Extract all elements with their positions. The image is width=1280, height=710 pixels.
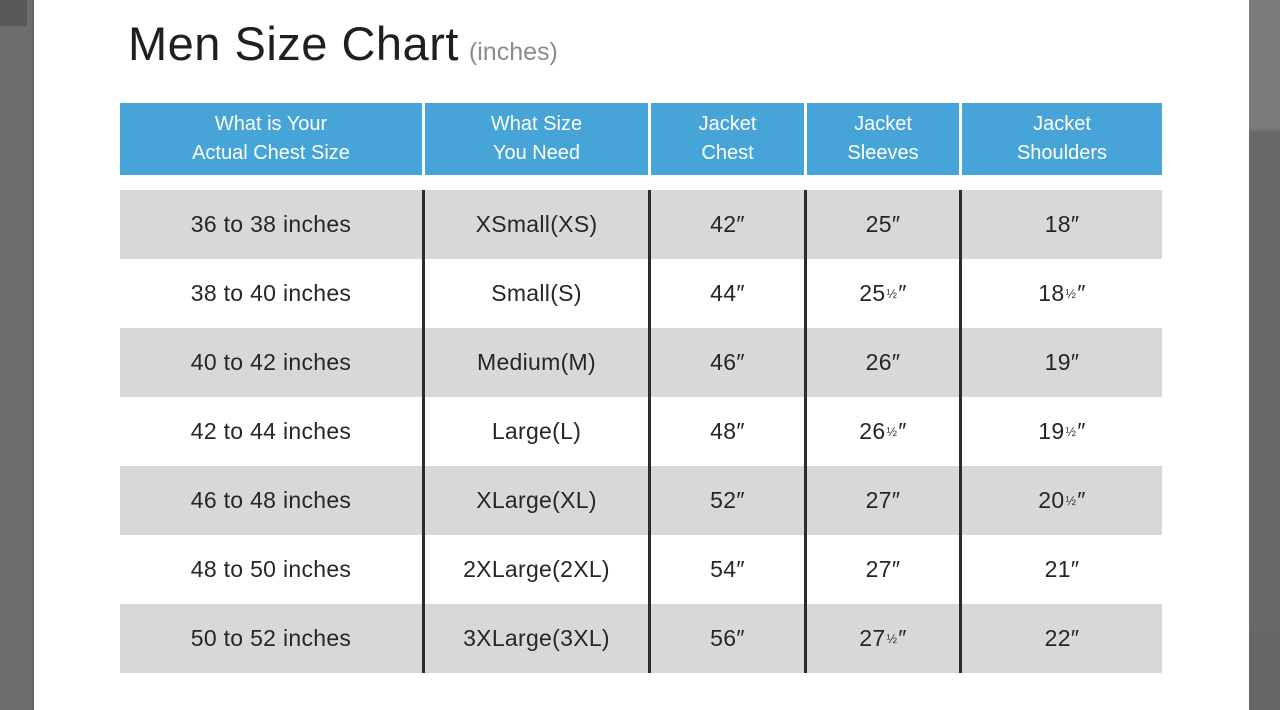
table-cell: 38 to 40 inches — [120, 259, 425, 328]
table-cell: 46 to 48 inches — [120, 466, 425, 535]
table-cell: Small(S) — [425, 259, 651, 328]
header-cell-line: Jacket — [1033, 113, 1091, 135]
table-row: 40 to 42 inches Medium(M) 46″ 26″ 19″ — [120, 328, 1162, 397]
table-cell: 21″ — [1044, 556, 1080, 582]
table-cell: 19 ½ ″ — [1038, 418, 1086, 444]
header-cell-line: What Size — [490, 113, 583, 135]
left-edge-strip — [0, 0, 34, 710]
table-row: 38 to 40 inches Small(S) 44″ 25 ½ ″ 18 ½ ″ — [120, 259, 1162, 328]
table-cell: 46″ — [651, 328, 807, 397]
page-title-unit-suffix: (inches) — [468, 38, 558, 66]
table-cell: 27″ — [807, 535, 962, 604]
table-cell: 42 to 44 inches — [120, 397, 425, 466]
half-fraction: ½ — [886, 286, 898, 301]
table-cell: 26 ½ ″ — [807, 397, 962, 466]
header-cell-5: Jacket Shoulders — [962, 103, 1162, 175]
table-cell: 40 to 42 inches — [120, 328, 425, 397]
table-cell: 19″ — [1044, 349, 1080, 375]
table-cell: 2XLarge(2XL) — [425, 535, 651, 604]
header-cell-line: Jacket — [854, 113, 912, 135]
table-cell: 48″ — [651, 397, 807, 466]
table-cell: XSmall(XS) — [425, 190, 651, 259]
header-cell-4: Jacket Sleeves — [807, 103, 962, 175]
table-cell: 25″ — [807, 190, 962, 259]
table-cell: 18 ½ ″ — [1038, 280, 1086, 306]
half-fraction: ½ — [1065, 493, 1077, 508]
header-cell-line: You Need — [492, 142, 581, 164]
half-fraction: ½ — [1065, 424, 1077, 439]
header-cell-line: Sleeves — [847, 142, 919, 164]
half-fraction: ½ — [886, 631, 898, 646]
header-cell-3: Jacket Chest — [651, 103, 807, 175]
men-size-chart-table: What is Your Actual Chest Size What Size Yo… — [120, 103, 1162, 673]
table-cell: Large(L) — [425, 397, 651, 466]
half-fraction: ½ — [886, 424, 898, 439]
table-cell: 42″ — [651, 190, 807, 259]
table-cell: 48 to 50 inches — [120, 535, 425, 604]
title-row: Men Size Chart (inches) — [128, 16, 558, 71]
header-cell-line: Actual Chest Size — [192, 142, 350, 164]
table-body: 36 to 38 inches XSmall(XS) 42″ 25″ 18″ 38 to … — [120, 190, 1162, 673]
header-cell-1: What is Your Actual Chest Size — [120, 103, 425, 175]
table-cell: 52″ — [651, 466, 807, 535]
page-title: Men Size Chart — [128, 17, 459, 70]
table-row: 42 to 44 inches Large(L) 48″ 26 ½ ″ 19 ½ ″ — [120, 397, 1162, 466]
table-row: 36 to 38 inches XSmall(XS) 42″ 25″ 18″ — [120, 190, 1162, 259]
table-cell: 56″ — [651, 604, 807, 673]
table-cell: XLarge(XL) — [425, 466, 651, 535]
table-row: 46 to 48 inches XLarge(XL) 52″ 27″ 20 ½ ″ — [120, 466, 1162, 535]
table-cell: 26″ — [807, 328, 962, 397]
header-cell-line: Jacket — [698, 113, 757, 135]
table-cell: 20 ½ ″ — [1038, 487, 1086, 513]
table-cell: 18″ — [1044, 211, 1080, 237]
header-cell-line: Chest — [701, 142, 754, 164]
table-cell: 27″ — [807, 466, 962, 535]
table-cell: 36 to 38 inches — [120, 190, 425, 259]
table-row: 48 to 50 inches 2XLarge(2XL) 54″ 27″ 21″ — [120, 535, 1162, 604]
table-cell: 50 to 52 inches — [120, 604, 425, 673]
table-cell: 22″ — [1044, 625, 1080, 651]
right-edge-strip — [1249, 0, 1280, 710]
header-cell-line: What is Your — [214, 113, 328, 135]
table-row: 50 to 52 inches 3XLarge(3XL) 56″ 27 ½ ″ 22″ — [120, 604, 1162, 673]
left-corner-block — [0, 0, 27, 26]
table-cell: 25 ½ ″ — [807, 259, 962, 328]
table-cell: Medium(M) — [425, 328, 651, 397]
table-header-row: What is Your Actual Chest Size What Size Yo… — [120, 103, 1162, 175]
header-cell-2: What Size You Need — [425, 103, 651, 175]
table-cell: 54″ — [651, 535, 807, 604]
half-fraction: ½ — [1065, 286, 1077, 301]
table-cell: 3XLarge(3XL) — [425, 604, 651, 673]
header-cell-line: Shoulders — [1016, 142, 1108, 164]
table-cell: 27 ½ ″ — [807, 604, 962, 673]
table-cell: 44″ — [651, 259, 807, 328]
